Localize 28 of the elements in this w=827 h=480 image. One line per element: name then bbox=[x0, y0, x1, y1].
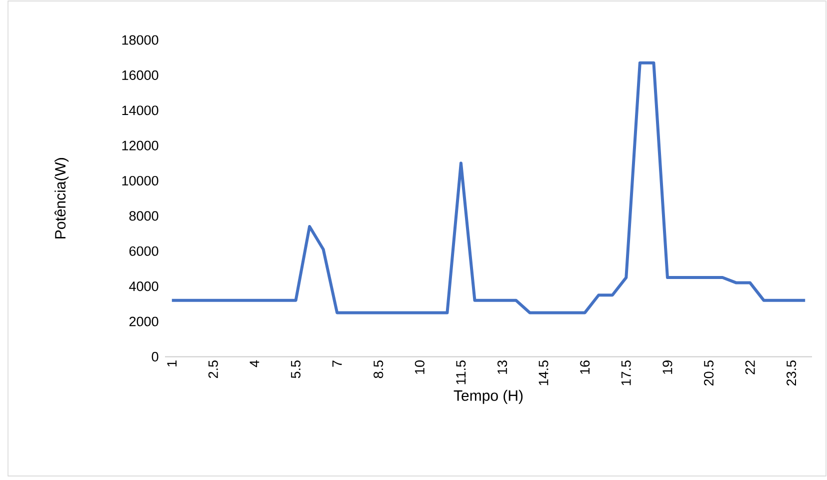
x-tick-label: 11.5 bbox=[456, 360, 466, 384]
y-tick-label: 0 bbox=[152, 352, 158, 362]
x-tick-label: 14.5 bbox=[538, 360, 548, 386]
x-axis-title: Tempo (H) bbox=[454, 390, 523, 404]
y-axis-title: Potência(W) bbox=[54, 158, 69, 238]
x-tick-label: 23.5 bbox=[786, 360, 796, 386]
x-tick-label: 19 bbox=[662, 360, 672, 374]
x-tick-label: 7 bbox=[332, 360, 342, 367]
x-tick-label: 17.5 bbox=[621, 360, 631, 386]
x-tick-label: 2.5 bbox=[208, 360, 218, 378]
x-tick-label: 16 bbox=[580, 360, 590, 374]
x-tick-label: 5.5 bbox=[291, 360, 300, 378]
y-tick-label: 2000 bbox=[129, 316, 158, 326]
y-tick-label: 12000 bbox=[122, 140, 158, 150]
x-tick-label: 20.5 bbox=[704, 360, 714, 386]
x-tick-label: 8.5 bbox=[374, 360, 384, 378]
y-tick-label: 8000 bbox=[129, 211, 158, 221]
y-tick-label: 14000 bbox=[122, 106, 158, 116]
x-tick-label: 4 bbox=[250, 360, 260, 368]
y-tick-label: 6000 bbox=[129, 246, 158, 256]
y-tick-label: 4000 bbox=[129, 282, 158, 292]
y-tick-label: 10000 bbox=[122, 176, 158, 186]
x-tick-label: 22 bbox=[745, 360, 755, 374]
y-tick-label: 16000 bbox=[122, 70, 158, 80]
x-tick-label: 13 bbox=[497, 360, 508, 374]
y-tick-label: 18000 bbox=[122, 35, 158, 45]
x-tick-label: 1 bbox=[167, 360, 177, 366]
x-tick-label: 10 bbox=[414, 360, 424, 374]
